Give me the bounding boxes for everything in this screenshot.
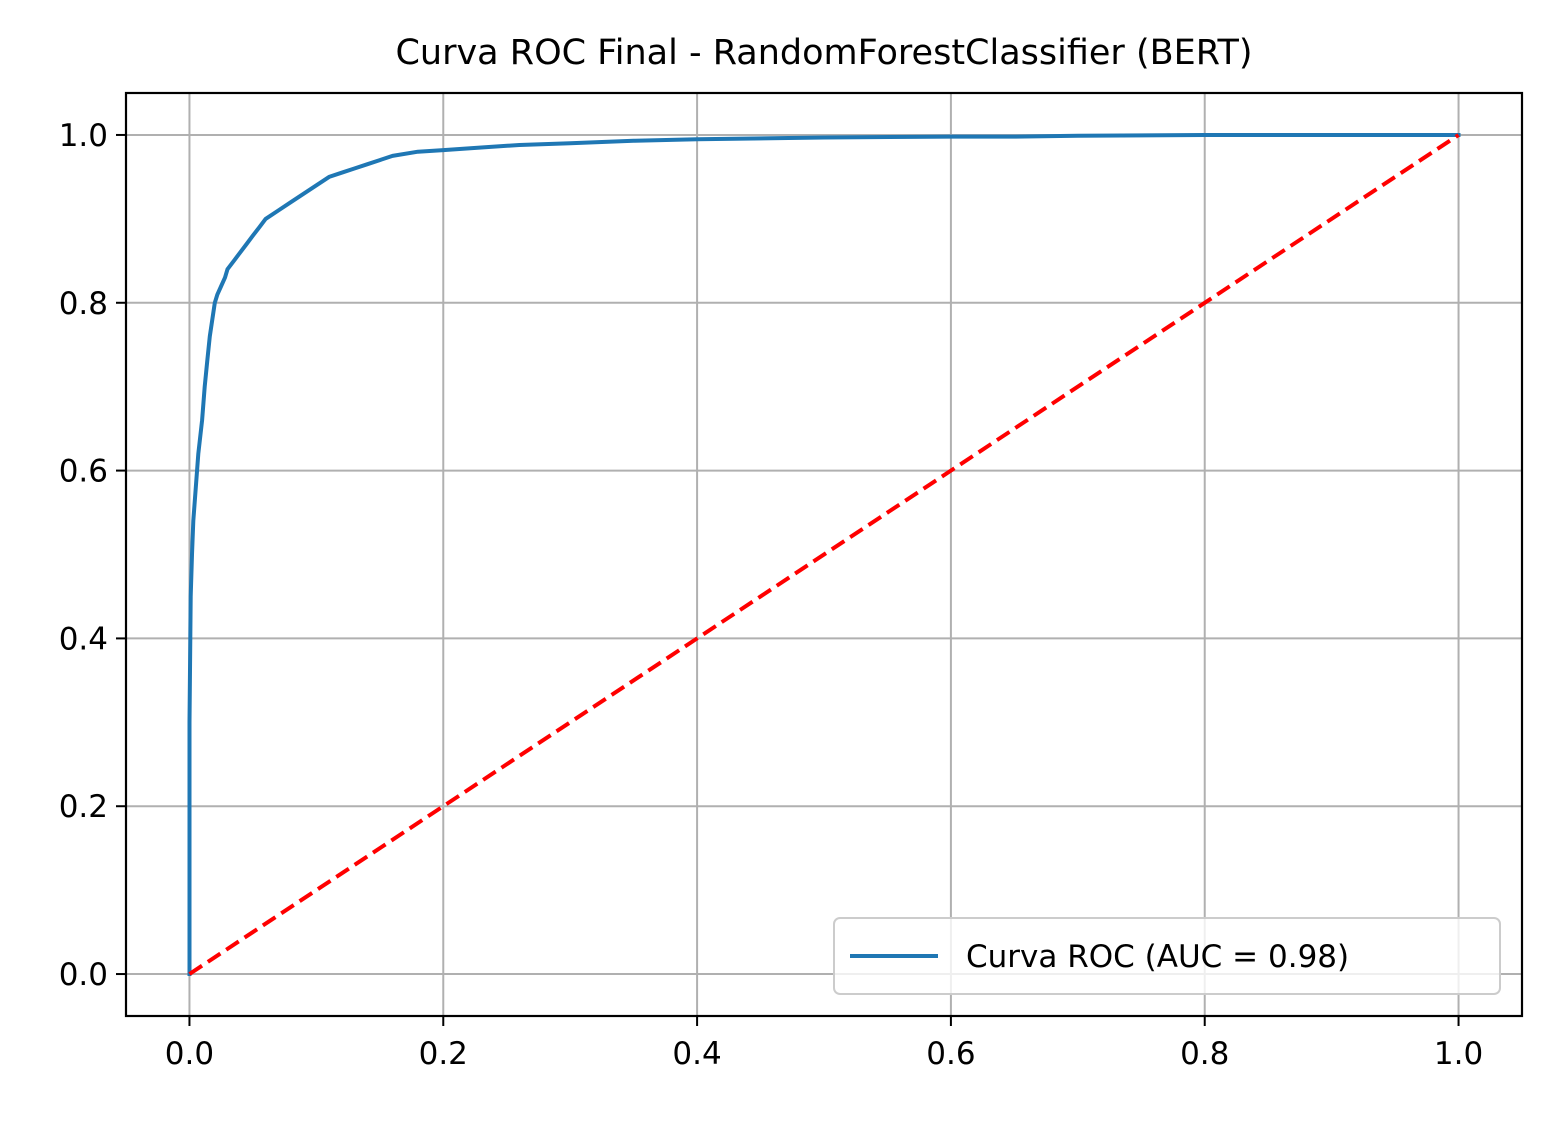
y-tick-label-1: 0.2 — [59, 789, 108, 825]
random-baseline-line — [188, 133, 1460, 976]
x-axis-ticks: 0.0 0.2 0.4 0.6 0.8 1.0 — [165, 1016, 1483, 1072]
y-tick-label-5: 1.0 — [59, 118, 108, 154]
y-tick-label-0: 0.0 — [59, 957, 108, 993]
legend-box — [833, 917, 1501, 995]
roc-curve-line — [187, 133, 1461, 976]
chart-title: Curva ROC Final - RandomForestClassifier… — [395, 33, 1252, 73]
x-tick-label-0: 0.0 — [165, 1036, 214, 1072]
plot-frame — [124, 91, 1524, 1018]
x-tick-label-2: 0.4 — [672, 1036, 721, 1072]
legend-label-0: Curva ROC (AUC = 0.98) — [966, 939, 1349, 975]
y-tick-label-2: 0.4 — [59, 621, 108, 657]
series-layer — [187, 133, 1461, 976]
x-tick-label-4: 0.8 — [1180, 1036, 1229, 1072]
x-tick-label-1: 0.2 — [419, 1036, 468, 1072]
x-tick-label-5: 1.0 — [1434, 1036, 1483, 1072]
y-tick-label-3: 0.6 — [59, 454, 108, 490]
x-tick-label-3: 0.6 — [926, 1036, 975, 1072]
grid-lines — [126, 93, 1522, 1016]
y-tick-label-4: 0.8 — [59, 286, 108, 322]
y-axis-ticks: 0.0 0.2 0.4 0.6 0.8 1.0 — [59, 118, 126, 993]
legend: Curva ROC (AUC = 0.98) — [833, 917, 1501, 995]
